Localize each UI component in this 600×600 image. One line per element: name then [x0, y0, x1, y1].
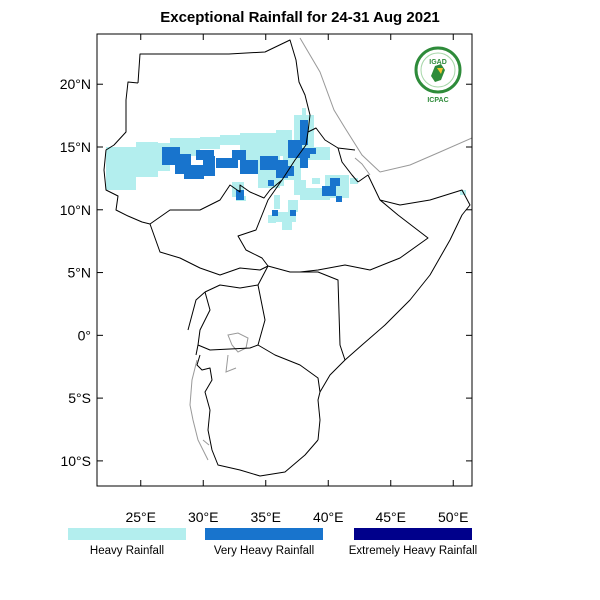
legend-label-very-heavy: Very Heavy Rainfall [213, 545, 315, 557]
legend-swatch-very-heavy [205, 528, 323, 540]
lon-tick-label: 35°E [250, 509, 281, 525]
lon-tick-label: 30°E [188, 509, 219, 525]
legend-label-extremely-heavy: Extremely Heavy Rainfall [348, 545, 478, 557]
lon-tick-label: 50°E [438, 509, 469, 525]
lat-tick-label: 5°S [68, 390, 91, 406]
lon-tick-label: 25°E [125, 509, 156, 525]
map-title: Exceptional Rainfall for 24-31 Aug 2021 [160, 9, 440, 26]
legend-label-heavy: Heavy Rainfall [89, 545, 165, 557]
country-boundaries [103, 39, 471, 477]
logo-bottom-text: ICPAC [427, 97, 448, 104]
logo-top-text: IGAD [429, 59, 447, 66]
legend: Heavy Rainfall Very Heavy Rainfall Extre… [0, 528, 600, 568]
axis-tick-labels: 20°N 15°N 10°N 5°N 0° 5°S 10°S 25°E 30°E 35°E 40°E… [60, 76, 469, 525]
neighbor-boundaries [189, 37, 472, 461]
lat-tick-label: 10°N [60, 202, 91, 218]
legend-item-very-heavy: Very Heavy Rainfall [201, 528, 327, 557]
legend-item-extremely-heavy: Extremely Heavy Rainfall [338, 528, 488, 557]
lat-tick-label: 15°N [60, 139, 91, 155]
lat-tick-label: 20°N [60, 76, 91, 92]
icpac-logo: IGAD ICPAC [413, 46, 463, 104]
legend-item-heavy: Heavy Rainfall [64, 528, 190, 557]
lat-tick-label: 0° [78, 327, 91, 343]
legend-swatch-extremely-heavy [354, 528, 472, 540]
lat-tick-label: 5°N [68, 265, 92, 281]
plot-frame [96, 33, 473, 487]
rainfall-very-heavy-area [162, 120, 342, 216]
lon-tick-label: 40°E [313, 509, 344, 525]
lon-tick-label: 45°E [375, 509, 406, 525]
axis-ticks [97, 34, 472, 486]
lat-tick-label: 10°S [60, 453, 91, 469]
legend-swatch-heavy [68, 528, 186, 540]
